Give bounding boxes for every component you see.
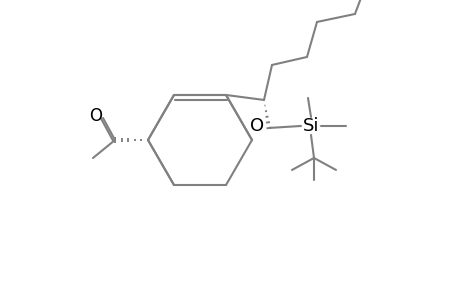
Text: O: O xyxy=(249,117,263,135)
Text: Si: Si xyxy=(302,117,319,135)
Text: O: O xyxy=(90,107,102,125)
